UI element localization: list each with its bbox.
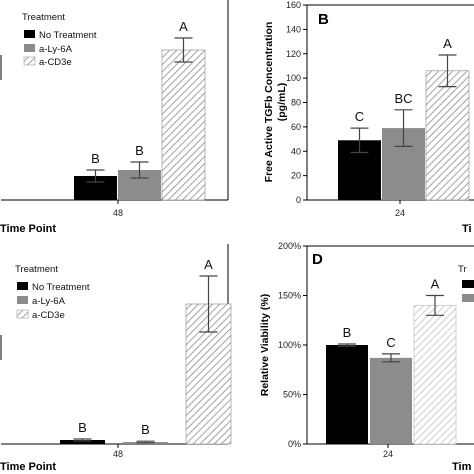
panel-b-ylabel-line2: (pg/mL) xyxy=(276,83,288,122)
panel-d-significance-letter-no-treatment: B xyxy=(343,325,352,340)
panel-d-bar-ly6a xyxy=(370,357,412,444)
panel-d-legend-title-partial: Tr xyxy=(458,264,467,275)
panel-d-ylabel: Relative Viability (%) xyxy=(259,294,271,397)
panel-b-ytick-label: 100 xyxy=(286,73,301,83)
panel-c-legend-no-treatment: No Treatment xyxy=(32,282,90,293)
panel-a-significance-letter-cd3e: A xyxy=(179,19,188,34)
panel-a-xlabel: Time Point xyxy=(0,223,56,235)
panel-b-ytick-label: 40 xyxy=(291,146,301,156)
panel-d-tag: D xyxy=(312,251,323,268)
panel-b-ytick-label: 140 xyxy=(286,24,301,34)
panel-d: 24 Tim D Relative Viability (%) Tr 0% 50%… xyxy=(259,241,474,473)
panel-c-legend-swatch-cd3e xyxy=(16,309,29,319)
panel-c: 48 Time Point Treatment No Treatment a-L… xyxy=(0,244,232,473)
panel-c-significance-letter-no-treatment: B xyxy=(78,420,87,435)
panel-a-category-label: 48 xyxy=(113,208,123,218)
panel-a-legend-cd3e: a-CD3e xyxy=(39,57,72,68)
panel-a-legend-swatch-cd3e xyxy=(23,56,36,66)
panel-b-significance-letter-no-treatment: C xyxy=(355,109,364,124)
panel-a-significance-letter-no-treatment: B xyxy=(91,151,100,166)
panel-b-bar-cd3e xyxy=(425,70,470,201)
panel-b-xlabel-partial: Ti xyxy=(462,223,472,235)
panel-d-bar-no-treatment xyxy=(326,345,368,444)
panel-c-legend-swatch-ly6a xyxy=(17,296,28,304)
panel-d-significance-letter-cd3e: A xyxy=(431,277,440,292)
panel-a-legend-swatch-no-treatment xyxy=(24,30,35,38)
panel-d-xlabel-partial: Tim xyxy=(452,461,472,473)
panel-a-bar-cd3e xyxy=(161,49,206,201)
panel-d-significance-letter-ly6a: C xyxy=(386,335,395,350)
panel-d-legend-swatch-ly6a xyxy=(462,294,474,302)
panel-d-ytick-label: 0% xyxy=(288,439,301,449)
panel-c-legend-title: Treatment xyxy=(15,264,58,275)
panel-b-ytick-label: 80 xyxy=(291,98,301,108)
panel-b-category-label: 24 xyxy=(395,208,405,218)
panel-a-significance-letter-ly6a: B xyxy=(135,143,144,158)
panel-c-xlabel: Time Point xyxy=(0,461,56,473)
panel-d-bar-cd3e xyxy=(413,305,457,445)
panel-b-ytick-label: 160 xyxy=(286,0,301,10)
panel-a-legend-no-treatment: No Treatment xyxy=(39,30,97,41)
panel-c-significance-letter-ly6a: B xyxy=(141,422,150,437)
panel-d-category-label: 24 xyxy=(383,449,393,459)
panel-b-ylabel-line1: Free Active TGFb Concentration xyxy=(263,22,275,183)
panel-c-legend-cd3e: a-CD3e xyxy=(32,310,65,321)
panel-d-ytick-label: 150% xyxy=(278,291,301,301)
panel-b-significance-letter-ly6a: BC xyxy=(394,91,412,106)
panel-d-legend-swatch-no-treatment xyxy=(462,280,474,288)
panel-a: 48 Time Point Treatment No Treatment a-L… xyxy=(0,0,229,235)
panel-b-ytick-label: 60 xyxy=(291,122,301,132)
panel-b-ytick-label: 0 xyxy=(296,195,301,205)
panel-c-bar-no-treatment xyxy=(60,440,105,444)
panel-b: 24 Ti B Free Active TGFb Concentration (… xyxy=(263,0,474,235)
panel-c-significance-letter-cd3e: A xyxy=(204,257,213,272)
panel-a-legend-swatch-ly6a xyxy=(24,44,35,52)
panel-a-legend-ly6a: a-Ly-6A xyxy=(39,44,73,55)
panel-b-ytick-label: 120 xyxy=(286,49,301,59)
panel-c-category-label: 48 xyxy=(113,449,123,459)
panel-d-ytick-label: 200% xyxy=(278,241,301,251)
panel-d-ytick-label: 100% xyxy=(278,340,301,350)
panel-b-significance-letter-cd3e: A xyxy=(443,36,452,51)
panel-b-ytick-label: 20 xyxy=(291,171,301,181)
panel-b-tag: B xyxy=(318,11,329,28)
panel-d-ytick-label: 50% xyxy=(283,390,301,400)
panel-c-legend-swatch-no-treatment xyxy=(17,282,28,290)
panel-a-legend-title: Treatment xyxy=(22,12,65,23)
panel-c-legend-ly6a: a-Ly-6A xyxy=(32,296,66,307)
